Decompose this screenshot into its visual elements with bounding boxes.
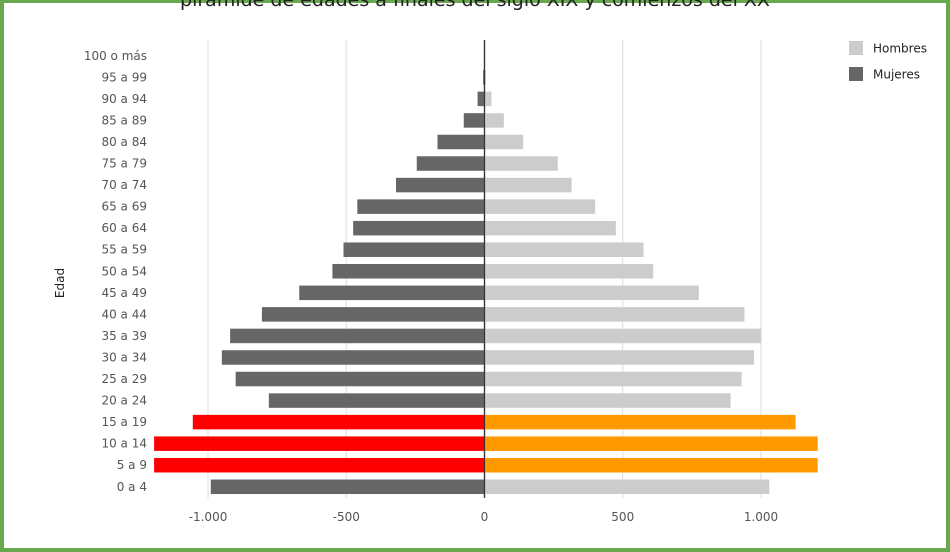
- bar-hombres-17: [484, 113, 504, 128]
- bar-hombres-15: [484, 156, 558, 171]
- bar-mujeres-13: [357, 199, 485, 214]
- bar-hombres-14: [484, 177, 572, 193]
- category-tick-label: 95 a 99: [101, 70, 147, 84]
- x-tick-label: 500: [611, 510, 634, 524]
- bar-mujeres-11: [343, 242, 485, 257]
- bar-hombres-8: [484, 307, 745, 322]
- bar-mujeres-14: [396, 177, 485, 193]
- category-tick-label: 15 a 19: [101, 415, 147, 429]
- category-tick-label: 50 a 54: [101, 264, 147, 278]
- category-tick-label: 5 a 9: [117, 458, 147, 472]
- bar-hombres-6: [484, 350, 755, 365]
- x-tick-label: -1.000: [189, 510, 228, 524]
- category-tick-label: 70 a 74: [101, 178, 147, 192]
- bar-hombres-1: [484, 457, 818, 473]
- bar-mujeres-15: [416, 156, 485, 171]
- legend-swatch-hombres: [849, 41, 863, 55]
- bar-mujeres-17: [463, 113, 485, 128]
- bar-mujeres-6: [221, 350, 485, 365]
- bar-hombres-4: [484, 393, 731, 408]
- bar-mujeres-10: [332, 264, 485, 279]
- category-tick-label: 35 a 39: [101, 329, 147, 343]
- bar-mujeres-19: [483, 70, 485, 85]
- bar-hombres-0: [484, 479, 770, 495]
- bar-hombres-12: [484, 220, 616, 236]
- category-tick-label: 25 a 29: [101, 372, 147, 386]
- bar-hombres-18: [484, 91, 492, 107]
- category-tick-label: 80 a 84: [101, 135, 147, 149]
- bar-mujeres-4: [268, 393, 485, 408]
- category-tick-label: 40 a 44: [101, 307, 147, 321]
- bar-mujeres-7: [230, 328, 485, 344]
- bar-mujeres-3: [192, 414, 485, 430]
- category-tick-label: 55 a 59: [101, 243, 147, 257]
- legend-label-hombres: Hombres: [873, 42, 927, 56]
- bar-mujeres-1: [154, 457, 485, 473]
- category-tick-label: 30 a 34: [101, 350, 147, 364]
- bar-hombres-19: [484, 70, 486, 85]
- category-tick-label: 90 a 94: [101, 92, 147, 106]
- bar-hombres-11: [484, 242, 644, 257]
- bar-hombres-3: [484, 414, 796, 430]
- bar-mujeres-12: [353, 220, 485, 236]
- bar-hombres-9: [484, 285, 699, 301]
- bar-mujeres-16: [437, 134, 485, 150]
- bar-hombres-2: [484, 436, 818, 451]
- legend-swatch-mujeres: [849, 67, 863, 81]
- y-axis-title: Edad: [53, 268, 67, 298]
- category-tick-label: 45 a 49: [101, 286, 147, 300]
- bar-mujeres-2: [154, 436, 485, 451]
- category-tick-label: 60 a 64: [101, 221, 147, 235]
- bar-mujeres-8: [261, 307, 485, 322]
- bar-hombres-5: [484, 371, 742, 387]
- bar-mujeres-0: [210, 479, 485, 495]
- bar-hombres-13: [484, 199, 596, 214]
- bar-hombres-7: [484, 328, 761, 344]
- category-tick-label: 65 a 69: [101, 200, 147, 214]
- bar-hombres-10: [484, 264, 654, 279]
- bar-mujeres-5: [235, 371, 485, 387]
- category-tick-label: 0 a 4: [117, 480, 147, 494]
- bar-mujeres-9: [299, 285, 485, 301]
- x-tick-label: 0: [481, 510, 489, 524]
- x-tick-label: 1.000: [744, 510, 778, 524]
- category-tick-label: 75 a 79: [101, 157, 147, 171]
- category-tick-label: 100 o más: [84, 49, 147, 63]
- bar-hombres-16: [484, 134, 524, 150]
- chart-title: pirámide de edades a finales del siglo X…: [180, 0, 770, 11]
- category-tick-label: 20 a 24: [101, 394, 147, 408]
- bar-mujeres-18: [477, 91, 485, 107]
- category-tick-label: 10 a 14: [101, 437, 147, 451]
- x-tick-label: -500: [333, 510, 360, 524]
- legend-label-mujeres: Mujeres: [873, 68, 920, 82]
- category-tick-label: 85 a 89: [101, 113, 147, 127]
